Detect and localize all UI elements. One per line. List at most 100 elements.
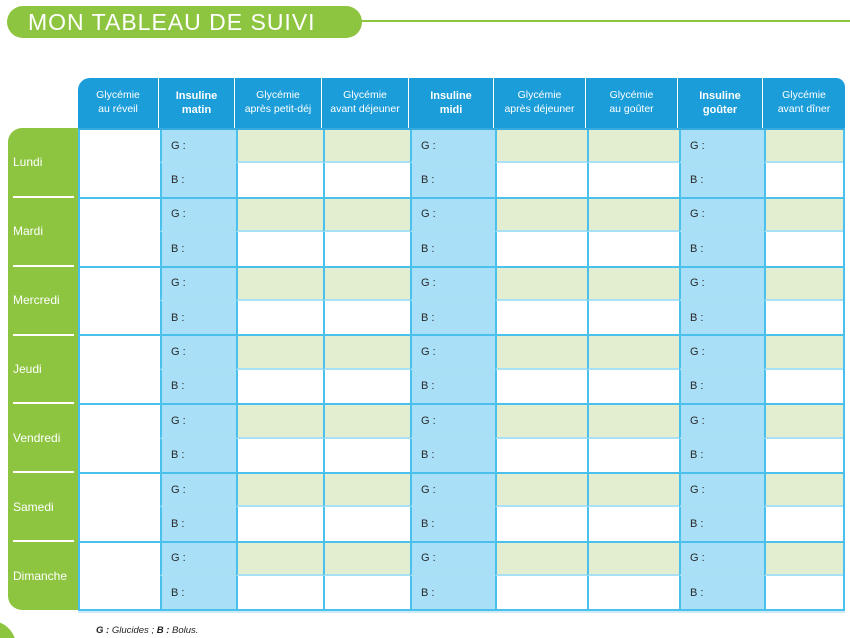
cell-mardi-au-gouter-b[interactable] (587, 232, 679, 266)
cell-dimanche-insuline-gouter-b[interactable]: B : (679, 576, 764, 610)
cell-jeudi-avant-dejeuner-g[interactable] (323, 336, 410, 370)
cell-vendredi-apres-petit-dej-b[interactable] (236, 438, 323, 472)
cell-mercredi-glycemie-reveil[interactable] (80, 267, 160, 335)
cell-mardi-insuline-gouter-b[interactable]: B : (679, 232, 764, 266)
cell-jeudi-insuline-matin-g[interactable]: G : (160, 336, 236, 370)
cell-mercredi-insuline-midi-g[interactable]: G : (410, 267, 495, 301)
cell-lundi-apres-dejeuner-b[interactable] (495, 163, 587, 197)
cell-mercredi-au-gouter-b[interactable] (587, 300, 679, 335)
cell-vendredi-au-gouter-g[interactable] (587, 405, 679, 439)
cell-mercredi-insuline-matin-g[interactable]: G : (160, 267, 236, 301)
cell-vendredi-avant-diner-g[interactable] (764, 405, 843, 439)
cell-vendredi-avant-diner-b[interactable] (764, 438, 843, 472)
cell-lundi-avant-diner-g[interactable] (764, 130, 843, 164)
cell-dimanche-apres-petit-dej-g[interactable] (236, 542, 323, 577)
cell-jeudi-au-gouter-g[interactable] (587, 336, 679, 370)
cell-lundi-glycemie-reveil[interactable] (80, 130, 160, 197)
cell-mardi-avant-dejeuner-g[interactable] (323, 198, 410, 233)
cell-mardi-insuline-matin-g[interactable]: G : (160, 198, 236, 233)
cell-lundi-insuline-midi-g[interactable]: G : (410, 130, 495, 164)
cell-mercredi-apres-dejeuner-g[interactable] (495, 267, 587, 301)
cell-mercredi-apres-petit-dej-b[interactable] (236, 300, 323, 335)
cell-jeudi-insuline-midi-b[interactable]: B : (410, 369, 495, 404)
cell-lundi-apres-dejeuner-g[interactable] (495, 130, 587, 164)
cell-mardi-avant-diner-b[interactable] (764, 232, 843, 266)
cell-vendredi-apres-dejeuner-g[interactable] (495, 405, 587, 439)
cell-samedi-avant-diner-g[interactable] (764, 473, 843, 508)
cell-jeudi-apres-petit-dej-g[interactable] (236, 336, 323, 370)
cell-samedi-apres-dejeuner-b[interactable] (495, 507, 587, 541)
cell-mardi-insuline-gouter-g[interactable]: G : (679, 198, 764, 233)
cell-mardi-apres-dejeuner-b[interactable] (495, 232, 587, 266)
cell-samedi-insuline-gouter-g[interactable]: G : (679, 473, 764, 508)
cell-samedi-apres-petit-dej-g[interactable] (236, 473, 323, 508)
cell-samedi-au-gouter-b[interactable] (587, 507, 679, 541)
cell-mardi-avant-diner-g[interactable] (764, 198, 843, 233)
cell-dimanche-insuline-midi-b[interactable]: B : (410, 576, 495, 610)
cell-vendredi-insuline-midi-b[interactable]: B : (410, 438, 495, 472)
cell-samedi-apres-dejeuner-g[interactable] (495, 473, 587, 508)
cell-mardi-insuline-matin-b[interactable]: B : (160, 232, 236, 266)
cell-lundi-insuline-gouter-b[interactable]: B : (679, 163, 764, 197)
cell-samedi-avant-dejeuner-b[interactable] (323, 507, 410, 541)
cell-jeudi-insuline-midi-g[interactable]: G : (410, 336, 495, 370)
cell-lundi-insuline-midi-b[interactable]: B : (410, 163, 495, 197)
cell-mercredi-apres-petit-dej-g[interactable] (236, 267, 323, 301)
cell-vendredi-insuline-gouter-g[interactable]: G : (679, 405, 764, 439)
cell-dimanche-avant-diner-g[interactable] (764, 542, 843, 577)
cell-mercredi-avant-dejeuner-g[interactable] (323, 267, 410, 301)
cell-dimanche-insuline-matin-b[interactable]: B : (160, 576, 236, 610)
cell-samedi-insuline-midi-g[interactable]: G : (410, 473, 495, 508)
cell-samedi-insuline-matin-g[interactable]: G : (160, 473, 236, 508)
cell-mercredi-avant-diner-g[interactable] (764, 267, 843, 301)
cell-mardi-avant-dejeuner-b[interactable] (323, 232, 410, 266)
cell-lundi-au-gouter-g[interactable] (587, 130, 679, 164)
cell-vendredi-avant-dejeuner-b[interactable] (323, 438, 410, 472)
cell-vendredi-insuline-gouter-b[interactable]: B : (679, 438, 764, 472)
cell-mercredi-apres-dejeuner-b[interactable] (495, 300, 587, 335)
cell-jeudi-insuline-gouter-b[interactable]: B : (679, 369, 764, 404)
cell-mardi-apres-dejeuner-g[interactable] (495, 198, 587, 233)
cell-vendredi-insuline-midi-g[interactable]: G : (410, 405, 495, 439)
cell-mardi-apres-petit-dej-g[interactable] (236, 198, 323, 233)
cell-dimanche-avant-dejeuner-b[interactable] (323, 576, 410, 610)
cell-lundi-apres-petit-dej-b[interactable] (236, 163, 323, 197)
cell-lundi-au-gouter-b[interactable] (587, 163, 679, 197)
cell-vendredi-apres-petit-dej-g[interactable] (236, 405, 323, 439)
cell-mercredi-insuline-gouter-g[interactable]: G : (679, 267, 764, 301)
cell-dimanche-apres-petit-dej-b[interactable] (236, 576, 323, 610)
cell-samedi-insuline-gouter-b[interactable]: B : (679, 507, 764, 541)
cell-mercredi-insuline-midi-b[interactable]: B : (410, 300, 495, 335)
cell-jeudi-apres-petit-dej-b[interactable] (236, 369, 323, 404)
cell-mercredi-au-gouter-g[interactable] (587, 267, 679, 301)
cell-samedi-insuline-midi-b[interactable]: B : (410, 507, 495, 541)
cell-dimanche-apres-dejeuner-g[interactable] (495, 542, 587, 577)
cell-vendredi-au-gouter-b[interactable] (587, 438, 679, 472)
cell-jeudi-apres-dejeuner-g[interactable] (495, 336, 587, 370)
cell-vendredi-insuline-matin-g[interactable]: G : (160, 405, 236, 439)
cell-vendredi-apres-dejeuner-b[interactable] (495, 438, 587, 472)
cell-lundi-insuline-matin-b[interactable]: B : (160, 163, 236, 197)
cell-vendredi-glycemie-reveil[interactable] (80, 405, 160, 472)
cell-lundi-avant-diner-b[interactable] (764, 163, 843, 197)
cell-dimanche-au-gouter-b[interactable] (587, 576, 679, 610)
cell-jeudi-avant-diner-g[interactable] (764, 336, 843, 370)
cell-jeudi-avant-diner-b[interactable] (764, 369, 843, 404)
cell-mardi-apres-petit-dej-b[interactable] (236, 232, 323, 266)
cell-lundi-insuline-gouter-g[interactable]: G : (679, 130, 764, 164)
cell-jeudi-apres-dejeuner-b[interactable] (495, 369, 587, 404)
cell-jeudi-au-gouter-b[interactable] (587, 369, 679, 404)
cell-samedi-insuline-matin-b[interactable]: B : (160, 507, 236, 541)
cell-mardi-insuline-midi-b[interactable]: B : (410, 232, 495, 266)
cell-mardi-au-gouter-g[interactable] (587, 198, 679, 233)
cell-dimanche-insuline-gouter-g[interactable]: G : (679, 542, 764, 577)
cell-mardi-insuline-midi-g[interactable]: G : (410, 198, 495, 233)
cell-dimanche-glycemie-reveil[interactable] (80, 542, 160, 610)
cell-lundi-avant-dejeuner-b[interactable] (323, 163, 410, 197)
cell-mercredi-avant-dejeuner-b[interactable] (323, 300, 410, 335)
cell-jeudi-glycemie-reveil[interactable] (80, 336, 160, 404)
cell-lundi-avant-dejeuner-g[interactable] (323, 130, 410, 164)
cell-jeudi-insuline-gouter-g[interactable]: G : (679, 336, 764, 370)
cell-samedi-avant-diner-b[interactable] (764, 507, 843, 541)
cell-samedi-avant-dejeuner-g[interactable] (323, 473, 410, 508)
